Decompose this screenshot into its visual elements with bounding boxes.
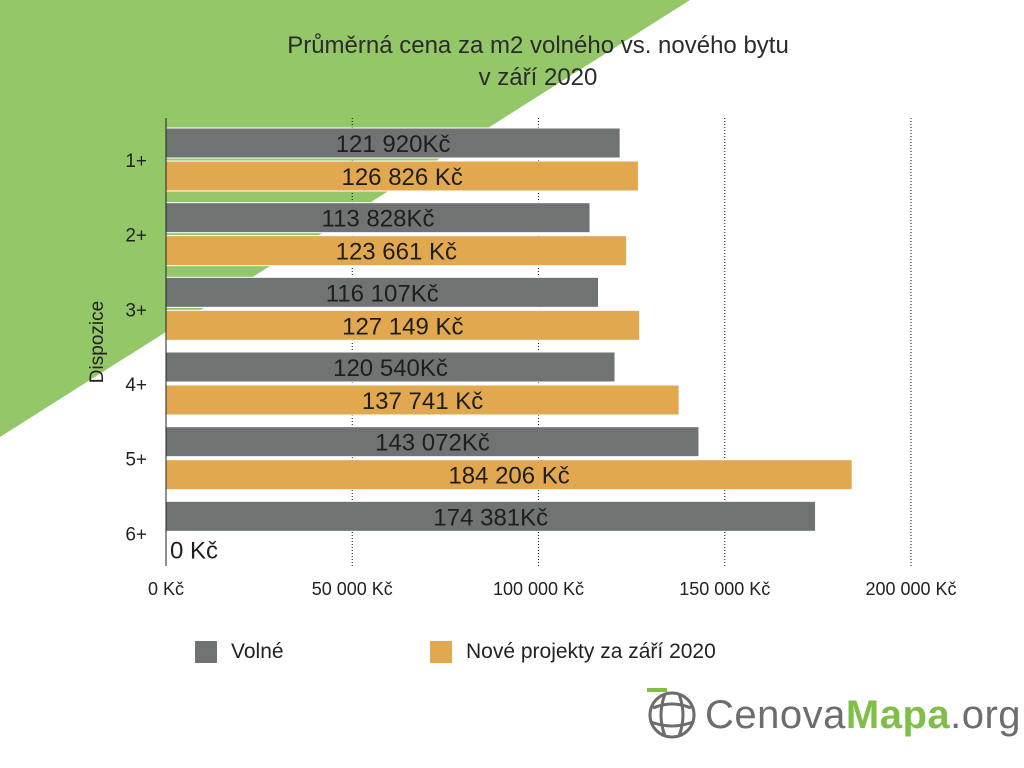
y-tick-label: 5+ — [125, 450, 147, 471]
bar-value-label: 184 206 Kč — [448, 463, 569, 490]
logo-text-mapa: Mapa — [845, 692, 951, 737]
y-tick-label: 1+ — [125, 151, 147, 172]
x-tick-label: 100 000 Kč — [493, 579, 584, 599]
y-axis-title: Dispozice — [87, 301, 108, 383]
y-tick-label: 2+ — [125, 226, 147, 247]
bar-value-label: 121 920Kč — [336, 131, 451, 158]
x-tick-label: 200 000 Kč — [865, 579, 956, 599]
bar-value-label: 126 826 Kč — [341, 164, 462, 191]
bar-value-label: 127 149 Kč — [342, 313, 463, 340]
y-tick-label: 4+ — [125, 375, 147, 396]
chart-title: Průměrná cena za m2 volného vs. nového b… — [287, 32, 789, 59]
logo-text: CenovaMapa.org — [705, 693, 1021, 738]
legend-item-nove: Nové projekty za září 2020 — [430, 640, 716, 664]
cenovamapa-logo: CenovaMapa.org — [645, 686, 1021, 744]
y-tick-label: 3+ — [125, 300, 147, 321]
bar — [165, 309, 641, 341]
globe-grid-icon — [647, 688, 696, 739]
x-tick-label: 0 Kč — [148, 579, 184, 599]
bar — [165, 202, 591, 234]
bar — [165, 459, 853, 491]
bars — [165, 127, 853, 532]
x-tick-label: 150 000 Kč — [679, 579, 770, 599]
bar — [165, 276, 599, 308]
bar — [165, 500, 817, 532]
bar-value-label: 116 107Kč — [326, 280, 439, 307]
legend-swatch-volne — [195, 641, 217, 663]
chart-subtitle: v září 2020 — [478, 64, 598, 91]
bar-value-label: 137 741 Kč — [362, 388, 483, 415]
bar — [165, 127, 621, 159]
legend-label-nove: Nové projekty za září 2020 — [466, 640, 716, 663]
logo-text-org: .org — [950, 692, 1022, 737]
legend-item-volne: Volné — [195, 640, 284, 664]
bar-value-label: 143 072Kč — [375, 430, 490, 457]
bar-value-label: 113 828Kč — [322, 206, 435, 233]
bar — [165, 160, 639, 192]
bar-value-label: 123 661 Kč — [336, 239, 457, 266]
logo-text-cenova: Cenova — [705, 692, 846, 737]
bar — [165, 235, 628, 267]
bar-value-label: 174 381Kč — [433, 504, 548, 531]
bar-value-label: 120 540Kč — [333, 355, 448, 382]
legend-label-volne: Volné — [231, 640, 284, 663]
bar-labels: 121 920Kč 126 826 Kč 113 828Kč 123 661 Kč 11… — [170, 131, 570, 564]
axes: 0 Kč 50 000 Kč 100 000 Kč 150 000 Kč 200 000… — [87, 118, 957, 599]
legend-swatch-nove — [430, 641, 452, 663]
bar-value-label: 0 Kč — [170, 537, 218, 564]
y-tick-label: 6+ — [125, 524, 147, 545]
x-tick-label: 50 000 Kč — [312, 579, 393, 599]
